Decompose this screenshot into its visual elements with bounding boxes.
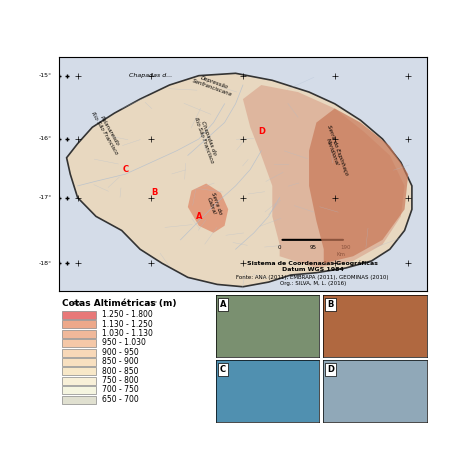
- Text: -17°: -17°: [39, 195, 52, 200]
- Text: -18°: -18°: [39, 261, 52, 266]
- Text: 650 - 700: 650 - 700: [102, 395, 139, 404]
- Text: B: B: [152, 189, 158, 198]
- Text: 850 - 900: 850 - 900: [102, 357, 139, 366]
- PathPatch shape: [188, 183, 228, 233]
- Text: Palanaresdo
Rio São Francisco: Palanaresdo Rio São Francisco: [90, 108, 124, 155]
- Text: 800 - 850: 800 - 850: [102, 366, 138, 375]
- Text: D: D: [328, 365, 334, 374]
- Text: -43°: -43°: [328, 301, 341, 306]
- Text: -46°: -46°: [71, 301, 84, 306]
- Text: 950 - 1.030: 950 - 1.030: [102, 338, 146, 347]
- PathPatch shape: [309, 109, 408, 263]
- FancyBboxPatch shape: [62, 330, 96, 338]
- Text: C: C: [122, 165, 128, 174]
- Text: Fonte: ANA (2011), EMBRAPA (2011), GEOMINAS (2010)
Org.: SILVA, M, L. (2016): Fonte: ANA (2011), EMBRAPA (2011), GEOMI…: [237, 275, 389, 286]
- FancyBboxPatch shape: [62, 339, 96, 347]
- Text: 0: 0: [278, 245, 282, 249]
- Text: D: D: [258, 128, 265, 137]
- Text: Serra do
Cabral: Serra do Cabral: [204, 192, 223, 218]
- Text: 700 - 750: 700 - 750: [102, 385, 139, 394]
- Text: B: B: [328, 300, 334, 309]
- Text: C: C: [220, 365, 226, 374]
- FancyBboxPatch shape: [62, 367, 96, 375]
- Text: 1.130 - 1.250: 1.130 - 1.250: [102, 320, 153, 328]
- Text: Km: Km: [337, 252, 346, 256]
- Text: A: A: [196, 212, 202, 221]
- FancyBboxPatch shape: [62, 377, 96, 385]
- Text: 1.030 - 1.130: 1.030 - 1.130: [102, 329, 153, 338]
- Text: Cotas Altimétricas (m): Cotas Altimétricas (m): [62, 299, 177, 308]
- Text: 900 - 950: 900 - 950: [102, 348, 139, 357]
- Text: 1.250 - 1.800: 1.250 - 1.800: [102, 310, 153, 319]
- Text: 95: 95: [309, 245, 316, 249]
- FancyBboxPatch shape: [62, 311, 96, 319]
- FancyBboxPatch shape: [62, 395, 96, 403]
- FancyBboxPatch shape: [62, 386, 96, 394]
- Text: A: A: [220, 300, 226, 309]
- PathPatch shape: [66, 73, 412, 287]
- Text: Sistema de Coordenadas Geográficas
Datum WGS 1984: Sistema de Coordenadas Geográficas Datum…: [247, 261, 378, 272]
- PathPatch shape: [243, 85, 405, 268]
- Text: Depressão
Sanfranciscana: Depressão Sanfranciscana: [192, 73, 235, 97]
- Text: 750 - 800: 750 - 800: [102, 376, 139, 385]
- FancyBboxPatch shape: [62, 348, 96, 356]
- Text: Chapadas d...: Chapadas d...: [129, 73, 173, 78]
- Text: Chapadas do
Rio São Francisco: Chapadas do Rio São Francisco: [193, 114, 219, 164]
- FancyBboxPatch shape: [62, 320, 96, 328]
- Text: -15°: -15°: [39, 73, 52, 78]
- Text: 190: 190: [340, 245, 351, 249]
- Text: -42°: -42°: [401, 301, 415, 306]
- Text: -44°: -44°: [236, 301, 250, 306]
- FancyBboxPatch shape: [62, 358, 96, 366]
- Text: -45°: -45°: [145, 301, 158, 306]
- Text: -16°: -16°: [39, 137, 52, 141]
- Text: Serra do Espinhaço
Meridional: Serra do Espinhaço Meridional: [320, 124, 349, 178]
